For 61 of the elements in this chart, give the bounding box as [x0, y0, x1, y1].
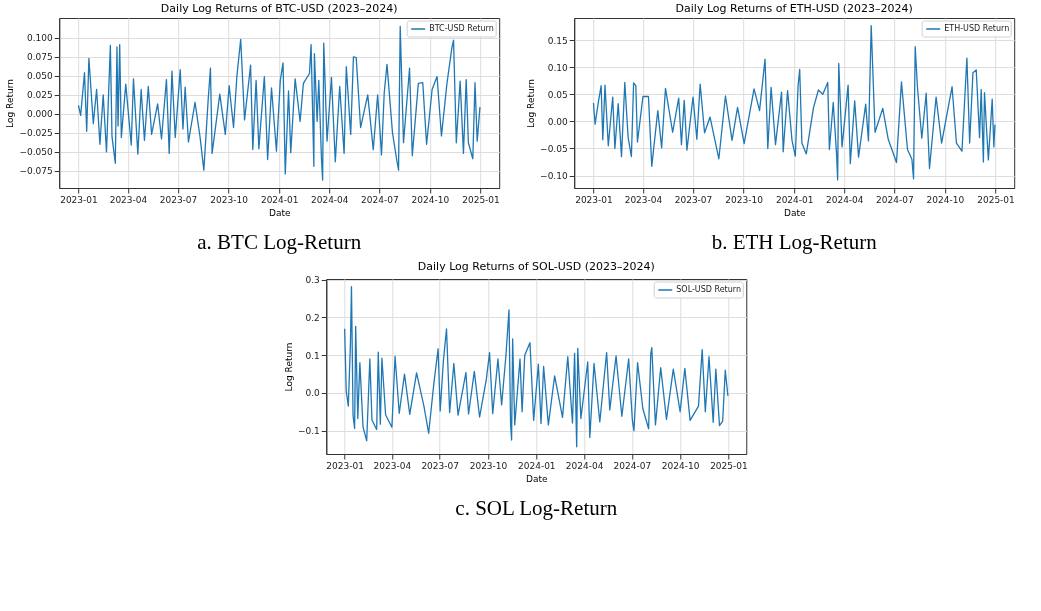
x-axis-title: Date: [783, 207, 806, 218]
x-tick-label: 2023-04: [109, 194, 148, 205]
x-tick-label: 2023-04: [624, 194, 663, 205]
y-tick-label: −0.025: [19, 128, 53, 139]
x-tick-label: 2023-04: [373, 460, 412, 471]
y-tick-label: 0.2: [305, 312, 320, 323]
y-tick-label: 0.075: [26, 52, 53, 63]
x-tick-label: 2023-10: [210, 194, 249, 205]
x-tick-label: 2023-01: [575, 194, 613, 205]
legend-label: BTC-USD Return: [429, 24, 494, 33]
y-tick-label: −0.10: [540, 171, 568, 182]
y-tick-label: 0.3: [305, 275, 320, 286]
y-tick-label: −0.050: [19, 147, 53, 158]
y-tick-label: 0.000: [26, 109, 53, 120]
x-tick-label: 2024-07: [613, 460, 652, 471]
x-tick-label: 2023-10: [469, 460, 508, 471]
x-tick-label: 2025-01: [977, 194, 1015, 205]
x-tick-label: 2023-07: [674, 194, 713, 205]
y-tick-label: 0.050: [26, 71, 53, 82]
y-tick-label: 0.05: [547, 89, 568, 100]
x-tick-label: 2025-01: [710, 460, 748, 471]
y-axis-title: Log Return: [526, 79, 537, 128]
y-tick-label: −0.05: [540, 143, 568, 154]
x-tick-label: 2024-10: [661, 460, 700, 471]
y-tick-label: −0.1: [297, 426, 320, 437]
chart-title: Daily Log Returns of SOL-USD (2023–2024): [417, 259, 655, 273]
chart-title: Daily Log Returns of ETH-USD (2023–2024): [675, 2, 913, 15]
y-tick-label: 0.100: [26, 33, 53, 44]
text: b. ETH Log-Return: [711, 230, 878, 254]
x-axis-title: Date: [526, 473, 548, 484]
y-tick-label: 0.0: [305, 388, 321, 399]
x-tick-label: 2023-07: [421, 460, 459, 471]
x-tick-label: 2023-10: [725, 194, 764, 205]
text: a. BTC Log-Return: [197, 230, 362, 254]
y-tick-label: 0.10: [547, 62, 568, 73]
x-tick-label: 2023-01: [326, 460, 364, 471]
y-axis-title: Log Return: [283, 342, 294, 392]
x-tick-label: 2024-01: [517, 460, 556, 471]
chart-title: Daily Log Returns of BTC-USD (2023–2024): [160, 2, 398, 15]
x-axis-title: Date: [268, 207, 291, 218]
x-tick-label: 2024-04: [565, 460, 604, 471]
x-tick-label: 2024-04: [825, 194, 864, 205]
y-tick-label: 0.15: [547, 35, 568, 46]
x-tick-label: 2023-07: [159, 194, 198, 205]
x-tick-label: 2024-07: [875, 194, 914, 205]
x-tick-label: 2023-01: [60, 194, 98, 205]
x-tick-label: 2024-10: [926, 194, 965, 205]
x-tick-label: 2024-07: [360, 194, 399, 205]
x-tick-label: 2024-04: [310, 194, 349, 205]
x-tick-label: 2024-01: [775, 194, 814, 205]
y-tick-label: 0.00: [547, 116, 568, 127]
text: c. SOL Log-Return: [455, 496, 618, 520]
x-tick-label: 2024-10: [411, 194, 450, 205]
x-tick-label: 2025-01: [462, 194, 500, 205]
y-tick-label: 0.1: [305, 350, 320, 361]
y-tick-label: 0.025: [26, 90, 53, 101]
y-tick-label: −0.075: [19, 166, 53, 177]
y-axis-title: Log Return: [5, 79, 16, 128]
legend-label: ETH-USD Return: [944, 24, 1010, 33]
x-tick-label: 2024-01: [260, 194, 299, 205]
legend-label: SOL-USD Return: [676, 285, 742, 294]
